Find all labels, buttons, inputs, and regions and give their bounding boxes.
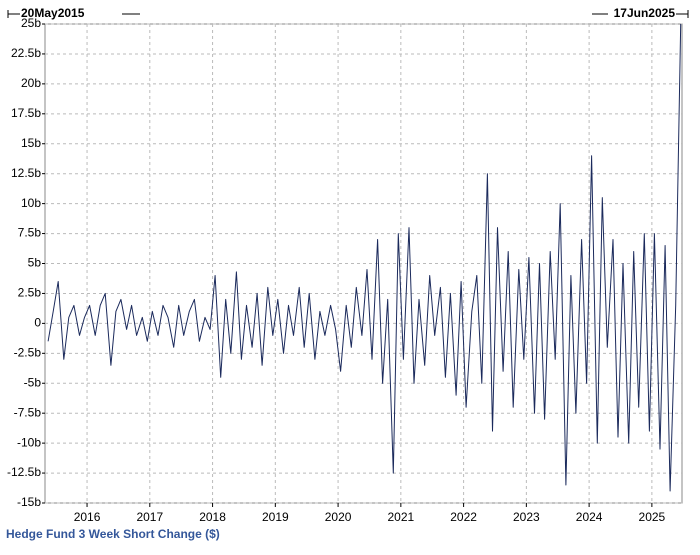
y-tick-label: 7.5b	[18, 226, 42, 240]
y-tick-label: 5b	[28, 256, 42, 270]
y-tick-label: 17.5b	[11, 106, 41, 120]
y-tick-label: 15b	[21, 136, 41, 150]
y-tick-label: 20b	[21, 76, 41, 90]
y-tick-label: 2.5b	[18, 286, 42, 300]
x-tick-label: 2019	[262, 510, 289, 524]
y-tick-label: 0	[34, 316, 41, 330]
x-tick-label: 2023	[513, 510, 540, 524]
data-line	[47, 23, 682, 492]
y-tick-label: 25b	[21, 16, 41, 30]
y-tick-label: -2.5b	[14, 345, 42, 359]
end-date: 17Jun2025	[614, 6, 676, 20]
x-tick-label: 2025	[639, 510, 666, 524]
y-tick-label: -12.5b	[7, 465, 41, 479]
start-date: 20May2015	[21, 6, 85, 20]
y-tick-label: 10b	[21, 196, 41, 210]
y-tick-label: -5b	[24, 375, 42, 389]
x-tick-label: 2020	[325, 510, 352, 524]
x-tick-label: 2021	[387, 510, 414, 524]
x-tick-label: 2017	[136, 510, 163, 524]
y-tick-label: -15b	[17, 495, 41, 509]
y-tick-label: -10b	[17, 435, 41, 449]
y-tick-label: 12.5b	[11, 166, 41, 180]
x-tick-label: 2018	[199, 510, 226, 524]
y-tick-label: -7.5b	[14, 405, 42, 419]
y-tick-label: 22.5b	[11, 46, 41, 60]
x-tick-label: 2016	[74, 510, 101, 524]
chart-title: Hedge Fund 3 Week Short Change ($)	[6, 527, 220, 541]
x-tick-label: 2024	[576, 510, 603, 524]
x-tick-label: 2022	[450, 510, 477, 524]
